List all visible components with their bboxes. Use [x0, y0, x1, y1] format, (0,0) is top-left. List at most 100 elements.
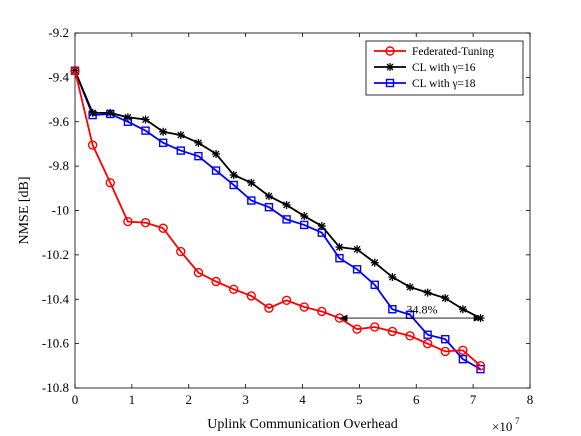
marker-stroke	[89, 109, 97, 117]
data-point	[246, 291, 257, 301]
marker-stroke	[142, 116, 149, 123]
axis-ticks: 0 1 2 3 4 5 6 7 8 -9.2 -9.4 -9.6 -9.8 -10 -10.2 -10.4 -1…	[42, 25, 533, 407]
data-point	[352, 265, 362, 274]
x-tick-label: 3	[242, 392, 249, 407]
data-point	[194, 138, 203, 147]
marker-stroke	[159, 128, 167, 136]
data-point	[229, 171, 238, 179]
marker-stroke	[300, 212, 308, 220]
legend-swatch-marker	[386, 63, 394, 71]
data-point	[212, 149, 221, 158]
data-point	[247, 196, 256, 205]
y-tick-label: -10.8	[42, 380, 69, 395]
data-point	[440, 346, 450, 357]
data-point	[370, 258, 379, 267]
legend: Federated-Tuning CL with γ=16 CL with γ=18	[365, 40, 524, 96]
legend-swatch-marker	[385, 78, 395, 88]
legend-item: CL with γ=18	[374, 78, 476, 90]
data-point	[87, 140, 98, 150]
y-tick-label: -9.6	[48, 114, 69, 129]
data-point	[282, 200, 291, 209]
data-point	[405, 283, 414, 292]
y-tick-label: -9.4	[48, 69, 69, 84]
data-point	[229, 180, 238, 190]
data-point	[264, 192, 273, 201]
marker-stroke	[336, 243, 343, 251]
data-point	[123, 216, 133, 227]
data-point	[335, 254, 344, 263]
y-tick-label: -10.2	[42, 247, 69, 262]
marker-stroke	[247, 179, 255, 187]
marker-stroke	[386, 63, 394, 71]
x-tick-label: 1	[129, 392, 136, 407]
data-point	[370, 280, 379, 290]
data-point	[281, 295, 292, 306]
legend-item: Federated-Tuning	[374, 46, 494, 58]
data-point	[299, 302, 309, 312]
legend-label: Federated-Tuning	[412, 46, 494, 58]
marker-stroke	[177, 131, 185, 139]
data-point	[141, 126, 150, 135]
data-point	[247, 178, 256, 187]
data-point	[70, 66, 80, 76]
data-point	[441, 334, 450, 344]
annotation-arrowhead-right	[473, 314, 482, 322]
x-multiplier-exponent: 7	[515, 416, 520, 426]
data-point	[141, 115, 150, 124]
data-point	[193, 267, 204, 278]
legend-label: CL with γ=16	[412, 62, 476, 74]
x-tick-label: 2	[186, 392, 193, 407]
data-point	[105, 178, 115, 188]
data-point	[123, 113, 132, 122]
data-point	[458, 305, 467, 314]
data-point	[458, 354, 468, 364]
data-point	[176, 246, 186, 257]
y-tick-label: -9.8	[48, 158, 69, 173]
x-tick-label: 4	[299, 392, 306, 407]
data-point	[211, 276, 221, 287]
marker-stroke	[283, 201, 291, 209]
marker-stroke	[106, 109, 114, 117]
data-point	[405, 331, 415, 341]
annotation-layer: 34.8%	[339, 303, 482, 322]
x-tick-label: 5	[356, 392, 363, 407]
data-point	[282, 215, 291, 224]
x-multiplier-base: ×10	[492, 419, 512, 434]
data-point	[228, 284, 239, 294]
marker-stroke	[230, 171, 238, 179]
data-point	[176, 146, 185, 155]
data-point	[475, 361, 486, 371]
legend-label: CL with γ=18	[412, 78, 476, 90]
x-axis-title: Uplink Communication Overhead	[207, 417, 398, 432]
marker-stroke	[424, 289, 432, 297]
data-point	[88, 108, 97, 117]
marker-stroke	[388, 273, 396, 281]
data-point	[264, 303, 274, 313]
x-tick-label: 7	[470, 392, 477, 407]
marker-stroke	[194, 139, 202, 147]
data-point	[422, 338, 433, 349]
series-layer	[70, 66, 486, 374]
data-point	[317, 222, 326, 231]
marker-stroke	[459, 305, 467, 313]
marker-stroke	[212, 150, 220, 158]
marker-stroke	[406, 283, 414, 291]
marker-stroke	[441, 294, 449, 302]
annotation-label: 34.8%	[406, 303, 437, 317]
legend-swatch-marker	[385, 46, 395, 56]
data-point	[300, 220, 309, 230]
x-tick-label: 6	[413, 392, 420, 407]
data-point	[158, 223, 168, 233]
data-point	[158, 138, 168, 148]
data-point	[387, 326, 398, 337]
data-point	[211, 166, 221, 175]
data-point	[264, 202, 274, 212]
data-point	[140, 218, 151, 228]
data-point	[441, 294, 450, 303]
data-point	[423, 288, 432, 297]
data-point	[300, 212, 309, 221]
marker-stroke	[265, 192, 273, 200]
y-axis-title: NMSE [dB]	[17, 176, 32, 244]
x-axis-multiplier: ×10 7	[492, 416, 520, 434]
